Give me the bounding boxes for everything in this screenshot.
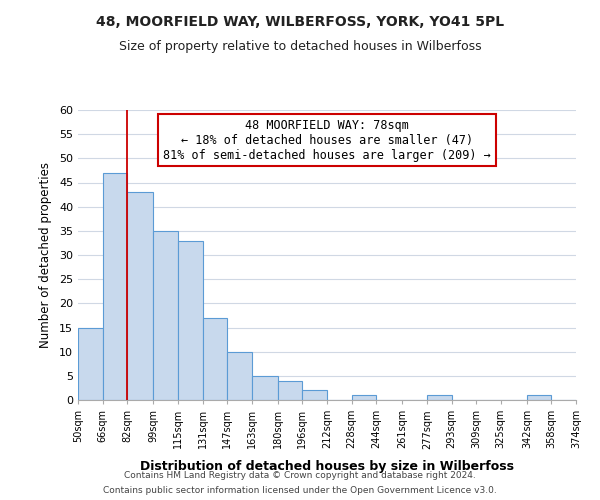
X-axis label: Distribution of detached houses by size in Wilberfoss: Distribution of detached houses by size … [140, 460, 514, 472]
Text: 48, MOORFIELD WAY, WILBERFOSS, YORK, YO41 5PL: 48, MOORFIELD WAY, WILBERFOSS, YORK, YO4… [96, 15, 504, 29]
Bar [352, 395, 376, 400]
Bar [227, 352, 251, 400]
Text: Size of property relative to detached houses in Wilberfoss: Size of property relative to detached ho… [119, 40, 481, 53]
Bar [127, 192, 154, 400]
Bar [527, 395, 551, 400]
Bar [178, 240, 203, 400]
Bar [78, 328, 103, 400]
Bar [154, 231, 178, 400]
Bar [203, 318, 227, 400]
Bar [302, 390, 327, 400]
Bar [251, 376, 278, 400]
Bar [427, 395, 452, 400]
Bar [103, 173, 127, 400]
Text: 48 MOORFIELD WAY: 78sqm
← 18% of detached houses are smaller (47)
81% of semi-de: 48 MOORFIELD WAY: 78sqm ← 18% of detache… [163, 118, 491, 162]
Bar [278, 380, 302, 400]
Text: Contains public sector information licensed under the Open Government Licence v3: Contains public sector information licen… [103, 486, 497, 495]
Text: Contains HM Land Registry data © Crown copyright and database right 2024.: Contains HM Land Registry data © Crown c… [124, 471, 476, 480]
Y-axis label: Number of detached properties: Number of detached properties [39, 162, 52, 348]
